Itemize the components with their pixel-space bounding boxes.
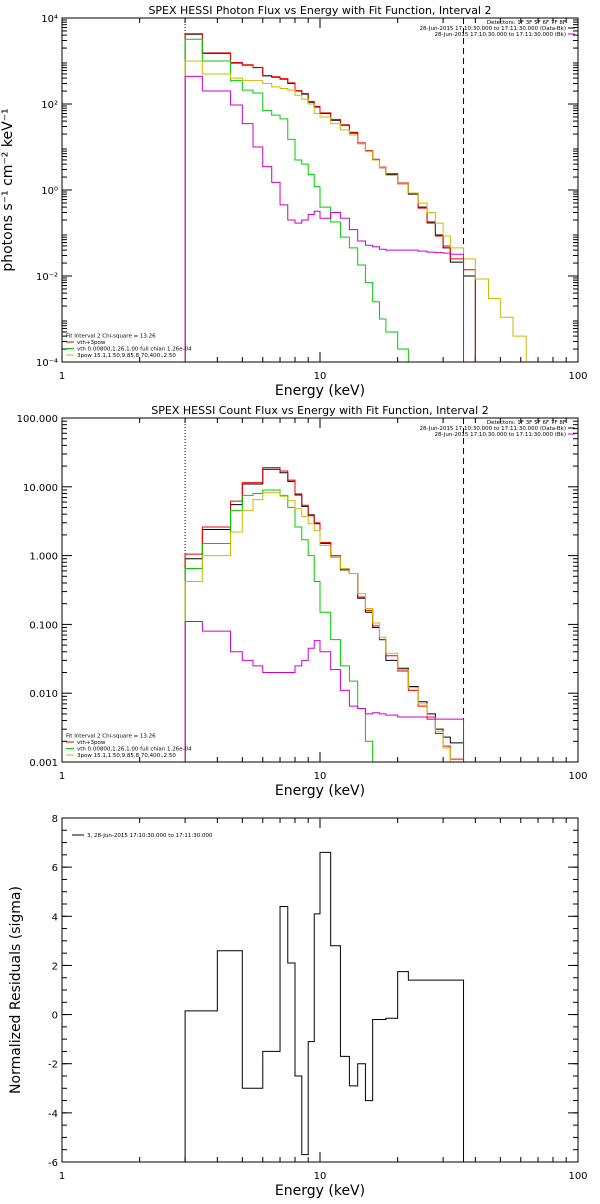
x-tick-label: 10 — [314, 371, 327, 382]
legend-bottom-left-text: vth 0.00800,1.26,1.00 full chian 1.26e-0… — [77, 747, 192, 753]
chart-title: SPEX HESSI Count Flux vs Energy with Fit… — [151, 404, 488, 417]
series-histogram-2 — [184, 467, 465, 762]
y-tick-label: 10.000 — [23, 483, 58, 494]
x-tick-label: 10 — [314, 1171, 327, 1182]
series-histogram-1 — [184, 851, 465, 1162]
legend-top-right-text: Detectors: 1F 3F 5F 6F 7F 8F — [487, 20, 566, 26]
x-axis-label: Energy (keV) — [275, 783, 365, 799]
legend-bottom-left-text: 3pow 15.1,1.50,9.85,8.70,400.,2.50 — [77, 353, 176, 359]
y-tick-label: 100.000 — [17, 414, 58, 425]
y-tick-label: 10⁻² — [36, 272, 58, 283]
chart-panel-2: SPEX HESSI Count Flux vs Energy with Fit… — [17, 404, 588, 799]
legend-bottom-left-text: 3pow 15.1,1.50,9.85,8.70,400.,2.50 — [77, 753, 176, 759]
series-histogram-2 — [184, 33, 476, 362]
plot-frame — [61, 817, 579, 1163]
chart-title: SPEX HESSI Photon Flux vs Energy with Fi… — [148, 4, 491, 17]
plot-area — [184, 851, 465, 1162]
plot-frame — [61, 17, 579, 363]
x-tick-label: 100 — [568, 1171, 587, 1182]
x-tick-label: 100 — [568, 771, 587, 782]
y-tick-label: 10⁴ — [41, 14, 58, 25]
x-tick-label: 1 — [59, 1171, 65, 1182]
y-tick-label: -4 — [48, 1109, 58, 1120]
y-tick-label: -6 — [48, 1158, 58, 1169]
y-tick-label: 10⁰ — [41, 186, 58, 197]
series-histogram-3 — [184, 38, 409, 362]
legend-top-right-text: 28-Jun-2015 17:10:30.000 to 17:11:30.000… — [420, 426, 566, 432]
y-tick-label: 2 — [52, 961, 58, 972]
y-axis-label: Normalized Residuals (sigma) — [8, 886, 24, 1094]
y-tick-label: 1.000 — [29, 552, 58, 563]
y-tick-label: 4 — [52, 912, 58, 923]
legend-bottom-left-text: Fit Interval 2 Chi-square = 13.26 — [66, 734, 156, 740]
y-tick-label: 0.100 — [29, 620, 58, 631]
y-tick-label: 6 — [52, 863, 58, 874]
chart-panel-1: SPEX HESSI Photon Flux vs Energy with Fi… — [0, 4, 588, 399]
series-histogram-4 — [184, 60, 527, 362]
y-axis-label: photons s⁻¹ cm⁻² keV⁻¹ — [0, 108, 16, 271]
x-tick-label: 100 — [568, 371, 587, 382]
y-tick-label: 0.010 — [29, 689, 58, 700]
y-tick-label: -2 — [48, 1060, 58, 1071]
plot-area — [184, 467, 465, 762]
legend-top-left-text: 3, 28-Jun-2015 17:10:30.000 to 17:11:30.… — [87, 833, 213, 839]
y-tick-label: 8 — [52, 814, 58, 825]
x-tick-label: 1 — [59, 771, 65, 782]
legend-bottom-left-text: vth+3pow — [77, 740, 106, 746]
legend-bottom-left-text: vth+3pow — [77, 340, 106, 346]
legend-bottom-left-text: Fit Interval 2 Chi-square = 13.26 — [66, 334, 156, 340]
y-tick-label: 10⁻⁴ — [36, 358, 58, 369]
x-axis-label: Energy (keV) — [275, 1183, 365, 1199]
series-histogram-5 — [184, 621, 465, 762]
y-tick-label: 0.001 — [29, 758, 58, 769]
legend-bottom-left-text: vth 0.00800,1.26,1.00 full chian 1.26e-0… — [77, 347, 192, 353]
legend-top-right-text: Detectors: 1F 3F 5F 6F 7F 8F — [487, 420, 566, 426]
plot-area — [184, 33, 527, 362]
y-tick-label: 10² — [41, 100, 58, 111]
legend-top-right-text: 28-Jun-2015 17:10:30.000 to 17:11:30.000… — [434, 432, 566, 438]
series-histogram-5 — [184, 75, 465, 362]
x-axis-label: Energy (keV) — [275, 383, 365, 399]
y-tick-label: 0 — [52, 1011, 58, 1022]
plot-frame — [61, 417, 579, 763]
x-tick-label: 10 — [314, 771, 327, 782]
chart-panel-3: 1 10 100 -6 -4 -2 0 2 4 6 8 Energy (keV) Normalized … — [8, 814, 588, 1199]
legend-top-right-text: 28-Jun-2015 17:10:30.000 to 17:11:30.000… — [420, 26, 566, 32]
legend-top-right-text: 28-Jun-2015 17:10:30.000 to 17:11:30.000… — [434, 32, 566, 38]
series-histogram-4 — [184, 492, 451, 762]
x-tick-label: 1 — [59, 371, 65, 382]
